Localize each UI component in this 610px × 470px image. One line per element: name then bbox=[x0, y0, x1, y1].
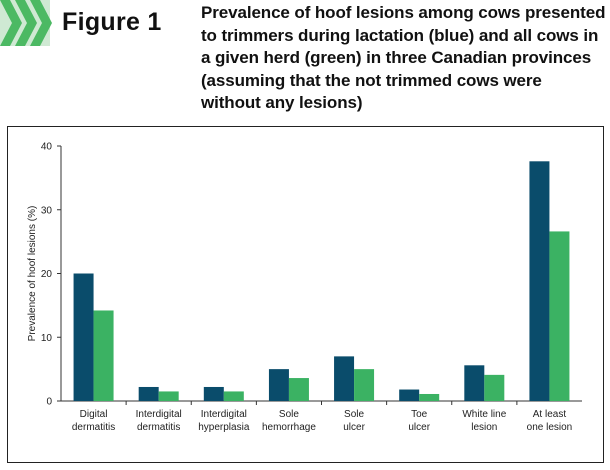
figure-badge: Figure 1 bbox=[0, 0, 181, 46]
labels: 0 10 20 30 40 Prevalence of hoof lesions (%) D… bbox=[27, 142, 572, 434]
bars bbox=[73, 161, 570, 401]
bar-trimmed-cows bbox=[268, 369, 289, 401]
bar-all-cows bbox=[484, 374, 505, 401]
bar-all-cows bbox=[549, 231, 570, 401]
x-category-label: White line bbox=[462, 409, 506, 420]
axes bbox=[57, 145, 582, 405]
bar-all-cows bbox=[223, 391, 244, 401]
x-category-label: ulcer bbox=[343, 422, 365, 433]
figure-label: Figure 1 bbox=[62, 8, 162, 36]
x-category-label: hyperplasia bbox=[198, 422, 250, 433]
bar-trimmed-cows bbox=[464, 365, 485, 401]
y-tick-label: 20 bbox=[41, 269, 53, 280]
bar-all-cows bbox=[288, 378, 309, 401]
bar-trimmed-cows bbox=[529, 161, 550, 401]
x-category-label: Digital bbox=[80, 409, 108, 420]
chart-frame bbox=[7, 126, 604, 463]
chevron-2-icon bbox=[15, 0, 37, 46]
y-tick-label: 10 bbox=[41, 333, 53, 344]
y-tick-label: 0 bbox=[46, 397, 52, 408]
x-category-label: Sole bbox=[344, 409, 364, 420]
chevron-1-icon bbox=[0, 0, 22, 46]
x-category-label: dermatitis bbox=[137, 422, 180, 433]
figure-caption: Prevalence of hoof lesions among cows pr… bbox=[201, 3, 606, 112]
x-category-label: Interdigital bbox=[136, 409, 182, 420]
x-category-label: At least bbox=[533, 409, 567, 420]
bar-trimmed-cows bbox=[203, 386, 224, 401]
bar-all-cows bbox=[354, 369, 375, 401]
x-category-label: one lesion bbox=[527, 422, 573, 433]
bar-all-cows bbox=[419, 393, 440, 401]
x-category-label: ulcer bbox=[408, 422, 430, 433]
chevron-3-icon bbox=[30, 0, 52, 46]
badge-chevrons-icon bbox=[0, 0, 181, 46]
bar-all-cows bbox=[93, 310, 114, 401]
x-category-label: dermatitis bbox=[72, 422, 115, 433]
x-category-label: hemorrhage bbox=[262, 422, 316, 433]
badge-label-panel bbox=[50, 0, 181, 46]
x-category-label: lesion bbox=[471, 422, 497, 433]
x-category-label: Interdigital bbox=[201, 409, 247, 420]
y-tick-label: 30 bbox=[41, 205, 53, 216]
y-tick-label: 40 bbox=[41, 142, 53, 153]
bar-trimmed-cows bbox=[399, 389, 420, 401]
x-category-label: Toe bbox=[411, 409, 428, 420]
y-axis-label: Prevalence of hoof lesions (%) bbox=[27, 206, 38, 342]
bar-all-cows bbox=[158, 391, 179, 401]
x-category-label: Sole bbox=[279, 409, 299, 420]
bar-trimmed-cows bbox=[73, 273, 94, 401]
bar-trimmed-cows bbox=[138, 386, 159, 401]
bar-trimmed-cows bbox=[334, 356, 355, 401]
